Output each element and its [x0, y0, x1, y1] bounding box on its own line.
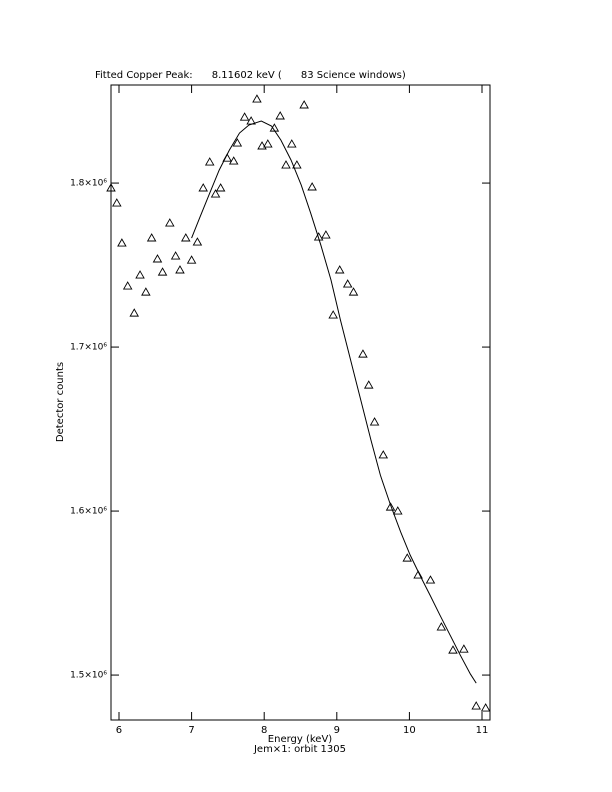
data-point: [292, 160, 302, 169]
data-point: [170, 251, 181, 260]
data-point: [263, 139, 273, 148]
data-point: [459, 644, 469, 653]
data-point: [175, 265, 185, 274]
data-point: [204, 157, 215, 166]
data-point: [402, 553, 413, 562]
data-point: [471, 701, 481, 710]
data-point: [106, 183, 116, 192]
data-point: [342, 279, 353, 288]
data-point: [425, 575, 436, 584]
data-point: [369, 417, 380, 426]
data-point: [112, 198, 122, 207]
data-point: [436, 622, 447, 631]
data-point: [232, 138, 243, 147]
data-point: [228, 156, 239, 165]
data-point: [129, 308, 140, 317]
x-tick-label: 7: [188, 725, 194, 736]
data-point: [215, 183, 226, 192]
x-tick-label: 11: [476, 725, 489, 736]
y-tick-label: 1.6×10⁶: [70, 507, 107, 517]
data-point: [210, 189, 221, 198]
data-point: [358, 349, 368, 358]
data-point: [448, 645, 458, 654]
plot-frame: [110, 84, 491, 721]
data-point: [141, 287, 151, 296]
x-tick-label: 10: [403, 725, 416, 736]
data-point: [192, 237, 203, 246]
data-point: [198, 183, 208, 192]
data-point: [307, 182, 317, 191]
y-tick-label: 1.5×10⁶: [70, 671, 107, 681]
data-point: [281, 160, 291, 169]
data-point: [480, 703, 491, 712]
data-point: [363, 380, 374, 389]
x-tick-label: 9: [334, 725, 340, 736]
data-point: [275, 111, 285, 120]
data-point: [378, 450, 389, 459]
data-point: [321, 230, 331, 239]
data-point: [165, 218, 175, 227]
chart-title: Fitted Copper Peak: 8.11602 keV ( 83 Sci…: [95, 70, 406, 81]
data-point: [393, 506, 403, 515]
subtitle: Jem×1: orbit 1305: [253, 744, 346, 755]
data-point: [313, 232, 324, 241]
x-tick-label: 6: [116, 725, 122, 736]
data-point: [181, 233, 191, 242]
data-point: [299, 100, 309, 109]
data-point: [239, 112, 250, 121]
data-point: [122, 281, 133, 290]
fit-curve: [191, 120, 477, 684]
data-point: [287, 139, 297, 148]
data-point: [186, 255, 197, 264]
data-point: [385, 502, 396, 511]
data-point: [146, 233, 157, 242]
data-point: [328, 310, 338, 319]
x-axis-label: Energy (keV): [268, 734, 333, 745]
data-point: [117, 238, 127, 247]
data-point: [348, 287, 359, 296]
y-tick-label: 1.7×10⁶: [70, 343, 107, 353]
data-point: [152, 254, 163, 263]
data-point: [257, 141, 267, 150]
x-tick-label: 8: [261, 725, 267, 736]
y-tick-label: 1.8×10⁶: [70, 179, 107, 189]
y-axis-label: Detector counts: [55, 362, 66, 442]
data-point: [135, 270, 145, 279]
data-point: [157, 267, 168, 276]
data-point: [252, 94, 262, 103]
data-point: [334, 265, 345, 274]
